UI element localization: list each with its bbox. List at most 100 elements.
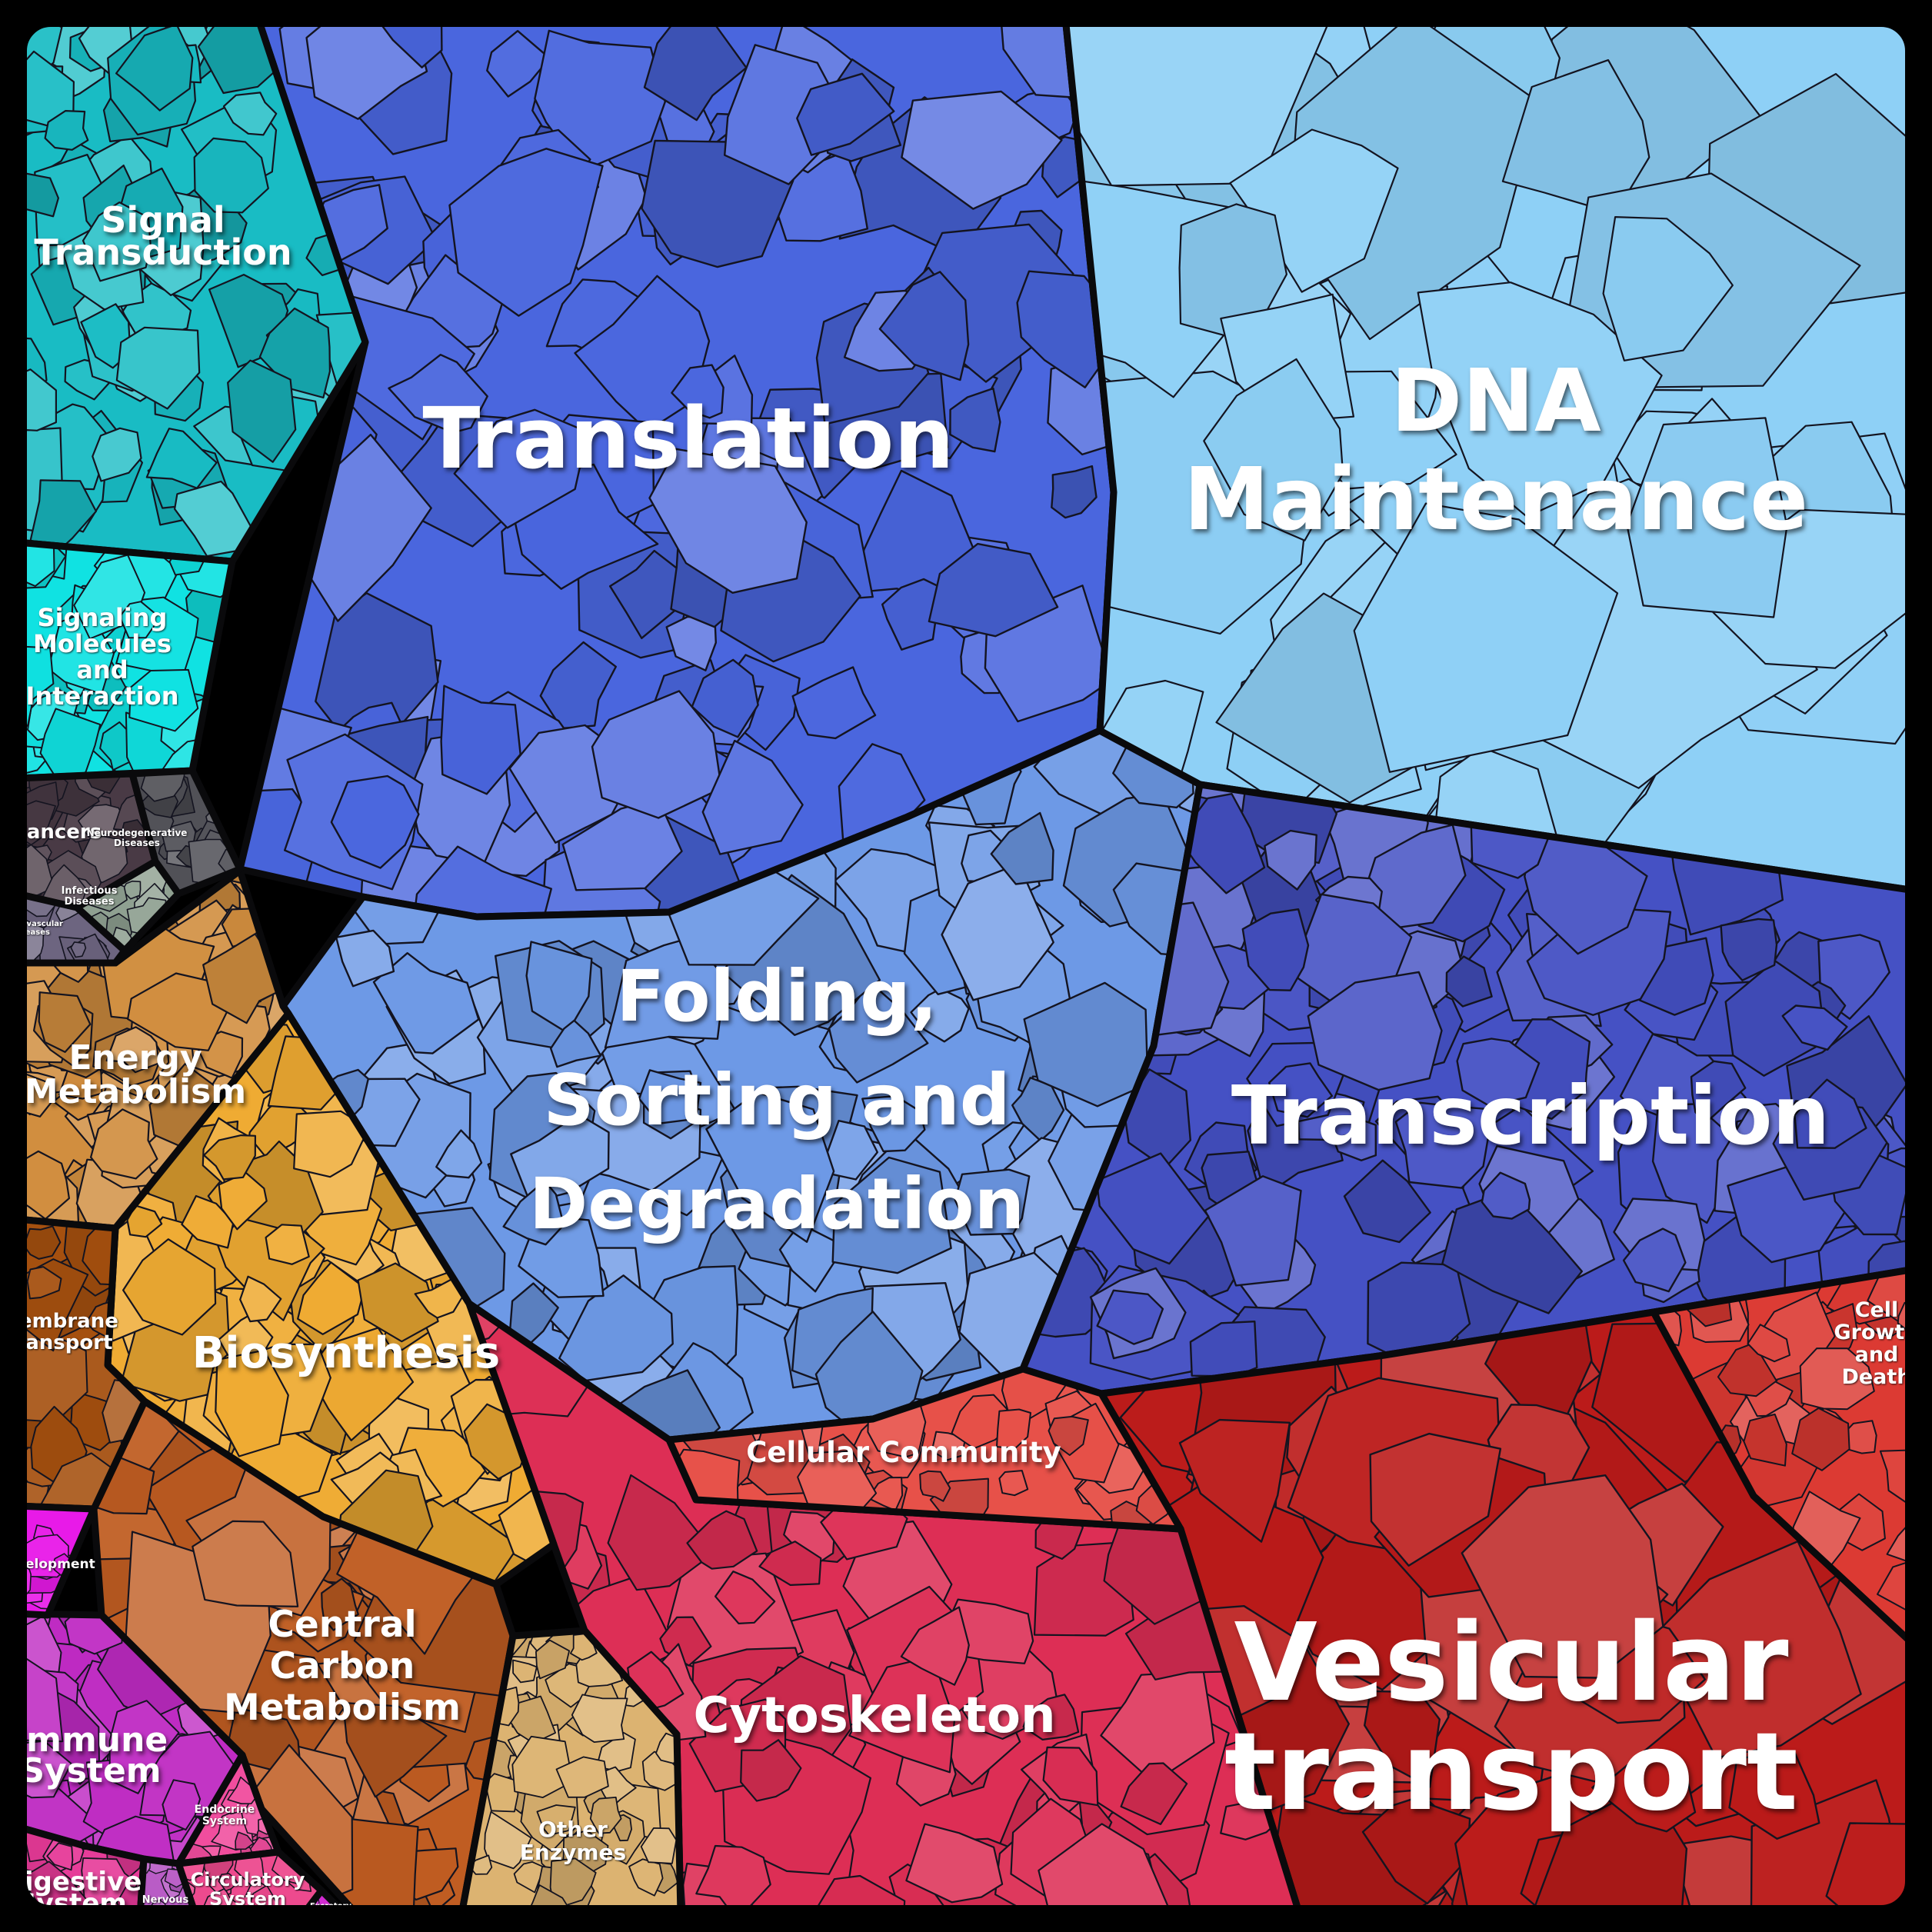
cell [1096, 1289, 1164, 1345]
cell [105, 1026, 160, 1074]
region-immune-system[interactable] [0, 1588, 246, 1894]
cell [92, 427, 142, 482]
label-endocrine-system-line2: System [202, 1815, 247, 1827]
cell [1267, 1062, 1334, 1118]
label-signaling-molecules-interaction-line3: and [76, 655, 128, 685]
cell [1417, 281, 1663, 518]
cell [484, 1810, 532, 1870]
region-vesicular-transport[interactable] [1098, 1284, 1932, 1932]
cell [910, 988, 970, 1043]
cell [535, 1639, 570, 1680]
label-cell-growth-and-death-line2: Growth [1834, 1321, 1919, 1344]
region-folding-sorting-degradation[interactable] [279, 687, 1231, 1474]
cell [1307, 971, 1443, 1091]
cell [671, 364, 724, 419]
label-central-carbon-metabolism-line3: Metabolism [224, 1687, 461, 1729]
region-cells-signal-transduction [17, 17, 365, 558]
label-cytoskeleton: Cytoskeleton [693, 1687, 1055, 1744]
cell [17, 634, 55, 728]
cell [1203, 358, 1344, 541]
cell [641, 139, 794, 268]
label-signaling-molecules-interaction-line1: Signaling [38, 603, 168, 632]
cell [648, 448, 808, 594]
label-signaling-molecules-interaction-line2: Molecules [33, 629, 172, 658]
cell [29, 479, 98, 551]
label-signal-transduction-line2: Transduction [34, 232, 291, 273]
region-biosynthesis[interactable] [55, 1010, 574, 1614]
cell [1781, 1004, 1848, 1051]
cell [502, 1180, 565, 1246]
cell [1042, 1746, 1099, 1807]
cell [1622, 1227, 1687, 1293]
cell [193, 137, 269, 214]
cell [375, 17, 443, 68]
cell [297, 1261, 366, 1335]
cell [372, 951, 480, 1054]
cell [102, 1379, 145, 1444]
region-cytoskeleton[interactable] [441, 1280, 1304, 1932]
cell [453, 408, 589, 529]
label-neurodegenerative-diseases-line2: Diseases [114, 838, 160, 848]
cell [1652, 1540, 1862, 1759]
cell [1369, 1432, 1502, 1567]
cell [1353, 502, 1619, 773]
cell [203, 1134, 256, 1181]
label-membrane-transport-line2: Transport [5, 1331, 113, 1354]
label-vesicular-transport-line1: Vesicular [1234, 1601, 1788, 1726]
cell [239, 1275, 282, 1323]
cell [140, 771, 185, 802]
region-cells-translation [240, 17, 1114, 917]
region-cellular-community[interactable] [664, 1342, 1184, 1556]
region-translation[interactable] [188, 0, 1121, 984]
label-signaling-molecules-interaction-line4: Interaction [25, 681, 178, 711]
label-biosynthesis: Biosynthesis [192, 1328, 501, 1378]
cell [589, 1796, 622, 1834]
region-neurodegenerative-diseases[interactable] [128, 757, 254, 898]
cell [558, 1274, 674, 1382]
region-other-enzymes[interactable] [458, 1609, 687, 1932]
cell [571, 1694, 628, 1744]
cell [227, 359, 297, 463]
cell [108, 1700, 180, 1794]
cell [638, 1069, 702, 1124]
cell [1843, 1420, 1877, 1454]
cell [691, 658, 759, 738]
cell [1747, 1324, 1790, 1363]
label-folding-sorting-degradation-line1: Folding, [616, 955, 938, 1038]
region-cells-dna-maintenance [1065, 17, 1915, 891]
cell [901, 90, 1063, 210]
label-central-carbon-metabolism-line1: Central [268, 1604, 416, 1646]
region-central-carbon-metabolism[interactable] [48, 1349, 564, 1932]
cell [330, 774, 420, 869]
label-translation: Translation [422, 389, 954, 488]
cell [115, 23, 194, 112]
region-cardiovascular-diseases[interactable] [4, 881, 128, 981]
label-other-enzymes-line2: Enzymes [520, 1840, 626, 1865]
cell [1241, 908, 1310, 991]
cell [162, 1779, 202, 1831]
cell [990, 811, 1054, 885]
label-energy-metabolism-line1: Energy [68, 1038, 202, 1078]
label-circulatory-system-line1: Circulatory [191, 1869, 305, 1890]
cell [1445, 955, 1493, 1008]
cell [701, 739, 804, 855]
region-membrane-transport[interactable] [0, 1204, 166, 1529]
label-vesicular-transport-line2: transport [1224, 1710, 1798, 1835]
label-folding-sorting-degradation-line3: Degradation [529, 1163, 1024, 1245]
region-cells-central-carbon-metabolism [94, 1401, 513, 1915]
cell [1363, 1690, 1441, 1788]
cell [510, 1113, 610, 1204]
region-dna-maintenance[interactable] [944, 0, 1932, 920]
cell [1799, 1347, 1875, 1411]
label-central-carbon-metabolism-line2: Carbon [270, 1645, 415, 1687]
label-cell-growth-and-death-line1: Cell [1855, 1298, 1899, 1322]
cell [70, 941, 87, 958]
region-signal-transduction[interactable] [0, 0, 400, 565]
cell [686, 1510, 758, 1570]
label-dna-maintenance-line1: DNA [1391, 351, 1601, 451]
cell [89, 1108, 158, 1180]
region-signaling-molecules-interaction[interactable] [0, 504, 266, 796]
